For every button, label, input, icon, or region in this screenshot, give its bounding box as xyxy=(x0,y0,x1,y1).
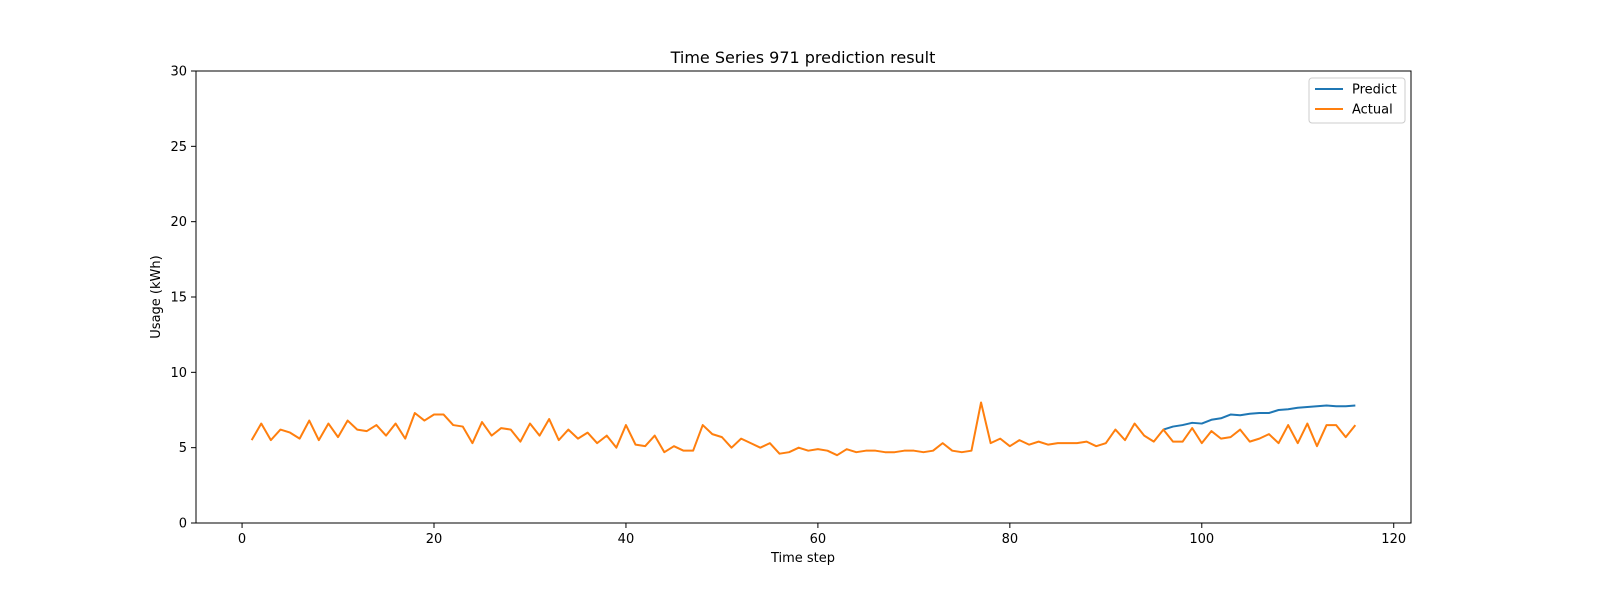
x-tick-label: 100 xyxy=(1189,532,1214,547)
x-tick-label: 0 xyxy=(238,532,246,547)
series-lines xyxy=(250,401,1357,457)
x-tick-label: 80 xyxy=(1002,532,1019,547)
y-tick-label: 5 xyxy=(179,441,187,456)
y-tick-label: 25 xyxy=(170,140,187,155)
x-tick-label: 120 xyxy=(1381,532,1406,547)
series-line-actual xyxy=(250,401,1357,457)
x-tick-label: 20 xyxy=(426,532,443,547)
x-tick-label: 40 xyxy=(618,532,635,547)
y-tick-label: 30 xyxy=(170,65,187,80)
axis-ticks: 0 20 40 60 80 100 120 0 5 10 15 20 25 30 xyxy=(170,65,1406,548)
legend-label-predict: Predict xyxy=(1352,83,1397,98)
y-tick-label: 0 xyxy=(179,517,187,532)
plot-frame xyxy=(195,70,1412,524)
chart-title: Time Series 971 prediction result xyxy=(670,48,936,67)
y-axis-label: Usage (kWh) xyxy=(149,255,164,338)
x-axis-label: Time step xyxy=(770,551,835,566)
legend: Predict Actual xyxy=(1308,77,1406,124)
y-tick-label: 10 xyxy=(170,366,187,381)
legend-label-actual: Actual xyxy=(1352,103,1393,118)
y-tick-label: 15 xyxy=(170,291,187,306)
y-tick-label: 20 xyxy=(170,215,187,230)
x-tick-label: 60 xyxy=(810,532,827,547)
series-line-predict xyxy=(1163,404,1356,431)
